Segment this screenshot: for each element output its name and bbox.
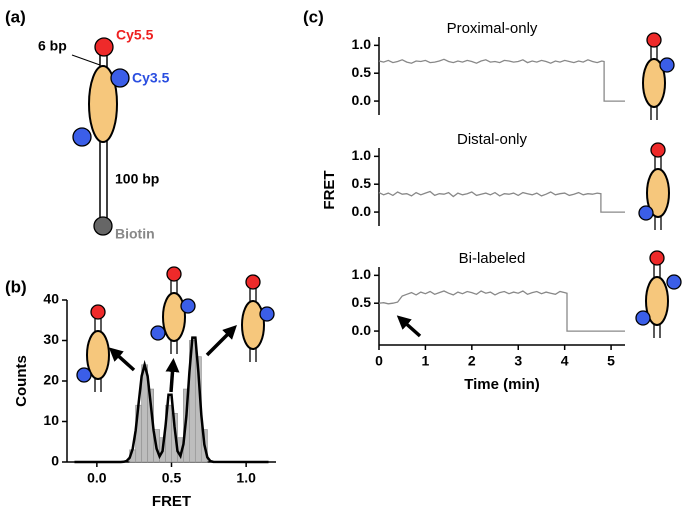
x-tick-label: 1.0 (236, 470, 256, 486)
y-axis-label: FRET (321, 170, 338, 209)
diagram-label: Cy5.5 (116, 27, 154, 43)
fret-trace (378, 58, 625, 102)
panel-label: (b) (5, 277, 27, 296)
diagram-label: 100 bp (115, 171, 159, 187)
y-tick-label: 1.0 (352, 266, 372, 282)
y-tick-label: 0.0 (352, 92, 372, 108)
x-tick-label: 0.0 (87, 470, 107, 486)
construct-diagram (71, 37, 130, 236)
y-tick-label: 10 (43, 412, 59, 428)
panel-title: Distal-only (457, 131, 528, 148)
y-tick-label: 20 (43, 372, 59, 388)
y-tick-label: 1.0 (352, 147, 372, 163)
y-tick-label: 30 (43, 331, 59, 347)
y-tick-label: 0.0 (352, 203, 372, 219)
x-tick-label: 0.5 (162, 470, 182, 486)
x-axis-label: FRET (152, 493, 191, 510)
state-icons (76, 32, 682, 393)
y-tick-label: 40 (43, 291, 59, 307)
y-tick-label: 1.0 (352, 36, 372, 52)
y-axis-label: Counts (13, 355, 30, 407)
x-tick-label: 3 (514, 353, 522, 369)
fret-trace (378, 190, 625, 213)
fret-trace (378, 290, 625, 332)
diagram-label: Biotin (115, 226, 155, 242)
y-tick-label: 0 (51, 453, 59, 469)
panel-title: Proximal-only (447, 20, 538, 37)
diagram-label: 6 bp (38, 38, 67, 54)
y-tick-label: 0.5 (352, 175, 372, 191)
x-tick-label: 0 (375, 353, 383, 369)
diagram-label: Cy3.5 (132, 70, 170, 86)
panel-title: Bi-labeled (459, 250, 526, 267)
x-tick-label: 1 (422, 353, 430, 369)
panel-label: (a) (5, 7, 26, 26)
fit-curve (74, 336, 269, 464)
x-axis-label: Time (min) (464, 376, 540, 393)
x-tick-label: 2 (468, 353, 476, 369)
x-tick-label: 5 (607, 353, 615, 369)
y-tick-label: 0.5 (352, 294, 372, 310)
x-tick-label: 4 (561, 353, 569, 369)
y-tick-label: 0.0 (352, 322, 372, 338)
y-tick-label: 0.5 (352, 64, 372, 80)
panel-label: (c) (303, 7, 324, 26)
